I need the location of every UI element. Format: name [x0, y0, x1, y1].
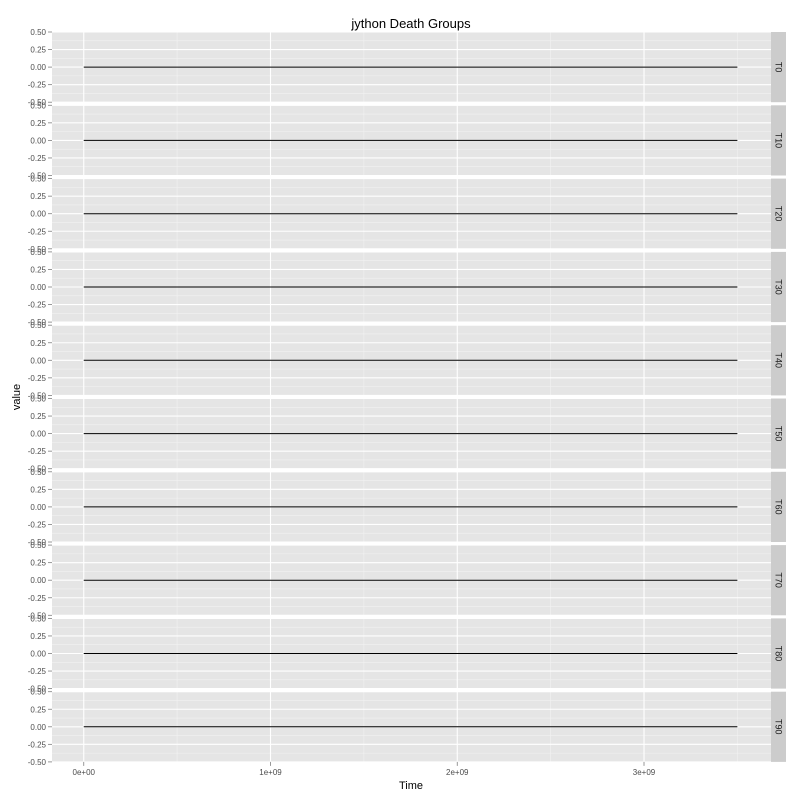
facet-panel-T60: -0.50 -0.25 0.00 0.25 0.50 T60: [28, 468, 786, 547]
y-tick-label: -0.50: [28, 245, 47, 254]
facet-panel-T10: -0.50 -0.25 0.00 0.25 0.50 T10: [28, 101, 786, 181]
y-tick-label: -0.50: [28, 98, 47, 107]
y-tick-label: 0.25: [30, 192, 46, 201]
facet-panel-T0: -0.50 -0.25 0.00 0.25 0.50 T0: [28, 28, 786, 107]
x-axis: 0e+00 1e+09 2e+09 3e+09: [73, 761, 656, 777]
facet-strip-label: T80: [774, 646, 784, 662]
y-tick-label: 0.00: [30, 283, 46, 292]
y-tick-label: -0.50: [28, 538, 47, 547]
facet-strip: [771, 471, 786, 542]
chart-title: jython Death Groups: [350, 16, 471, 31]
facet-panel-T70: -0.50 -0.25 0.00 0.25 0.50 T70: [28, 541, 786, 620]
y-tick-label: 0.50: [30, 541, 46, 550]
y-tick-label: 0.00: [30, 430, 46, 439]
facet-panel-T80: -0.50 -0.25 0.00 0.25 0.50 T80: [28, 614, 786, 694]
facet-strip: [771, 178, 786, 249]
y-tick-label: 0.25: [30, 119, 46, 128]
y-tick-label: -0.25: [28, 447, 47, 456]
y-tick-label: -0.50: [28, 318, 47, 327]
y-tick-label: 0.25: [30, 46, 46, 55]
y-tick-label: 0.50: [30, 688, 46, 697]
facet-strip: [771, 32, 786, 103]
facet-panel-T90: -0.50 -0.25 0.00 0.25 0.50 T90: [28, 688, 786, 767]
y-tick-label: 0.50: [30, 468, 46, 477]
y-tick-label: 0.25: [30, 485, 46, 494]
facet-strip: [771, 398, 786, 469]
y-tick-label: 0.50: [30, 28, 46, 37]
y-tick-label: 0.00: [30, 63, 46, 72]
facet-strip: [771, 691, 786, 762]
facet-panel-T40: -0.50 -0.25 0.00 0.25 0.50 T40: [28, 321, 786, 400]
y-tick-label: -0.25: [28, 667, 47, 676]
y-tick-label: 0.00: [30, 356, 46, 365]
facet-strip-label: T10: [774, 133, 784, 149]
y-tick-label: 0.00: [30, 576, 46, 585]
facet-strip-label: T40: [774, 353, 784, 369]
y-tick-label: -0.25: [28, 594, 47, 603]
facet-strip: [771, 105, 786, 176]
y-tick-label: 0.00: [30, 650, 46, 659]
facet-panel-T50: -0.50 -0.25 0.00 0.25 0.50 T50: [28, 395, 786, 474]
y-tick-label: 0.25: [30, 412, 46, 421]
facet-panels: -0.50 -0.25 0.00 0.25 0.50 T0 -0.50 -0.25 0.00 0.…: [28, 28, 786, 767]
y-tick-label: -0.50: [28, 758, 47, 767]
facet-panel-T20: -0.50 -0.25 0.00 0.25 0.50 T20: [28, 175, 786, 254]
y-tick-label: 0.00: [30, 210, 46, 219]
y-tick-label: -0.25: [28, 154, 47, 163]
facet-strip-label: T60: [774, 499, 784, 515]
facet-strip-label: T20: [774, 206, 784, 222]
y-tick-label: 0.00: [30, 136, 46, 145]
y-tick-label: -0.25: [28, 81, 47, 90]
facet-strip: [771, 545, 786, 616]
facet-strip-label: T50: [774, 426, 784, 442]
y-tick-label: 0.50: [30, 175, 46, 184]
y-tick-label: -0.50: [28, 391, 47, 400]
y-tick-label: -0.25: [28, 520, 47, 529]
y-axis-title: value: [11, 384, 23, 410]
y-tick-label: 0.50: [30, 248, 46, 257]
y-tick-label: -0.50: [28, 611, 47, 620]
y-tick-label: -0.50: [28, 172, 47, 181]
y-tick-label: 0.25: [30, 339, 46, 348]
x-tick-label: 3e+09: [633, 768, 656, 777]
facet-strip-label: T0: [774, 62, 784, 73]
y-tick-label: 0.25: [30, 265, 46, 274]
y-tick-label: 0.00: [30, 503, 46, 512]
facet-strip-label: T70: [774, 572, 784, 588]
facet-strip-label: T30: [774, 279, 784, 295]
y-tick-label: -0.50: [28, 685, 47, 694]
y-tick-label: -0.25: [28, 740, 47, 749]
x-tick-label: 1e+09: [259, 768, 282, 777]
facet-strip-label: T90: [774, 719, 784, 735]
y-tick-label: -0.25: [28, 374, 47, 383]
y-tick-label: 0.25: [30, 632, 46, 641]
facet-strip: [771, 618, 786, 689]
y-tick-label: 0.50: [30, 101, 46, 110]
y-tick-label: -0.50: [28, 465, 47, 474]
y-tick-label: 0.00: [30, 723, 46, 732]
y-tick-label: 0.25: [30, 705, 46, 714]
y-tick-label: 0.25: [30, 559, 46, 568]
y-tick-label: 0.50: [30, 395, 46, 404]
y-tick-label: 0.50: [30, 321, 46, 330]
facet-strip: [771, 325, 786, 396]
facet-strip: [771, 251, 786, 323]
x-tick-label: 0e+00: [73, 768, 96, 777]
y-tick-label: -0.25: [28, 301, 47, 310]
x-tick-label: 2e+09: [446, 768, 469, 777]
x-axis-title: Time: [399, 780, 423, 792]
y-tick-label: 0.50: [30, 614, 46, 623]
facet-panel-T30: -0.50 -0.25 0.00 0.25 0.50 T30: [28, 248, 786, 327]
y-tick-label: -0.25: [28, 227, 47, 236]
